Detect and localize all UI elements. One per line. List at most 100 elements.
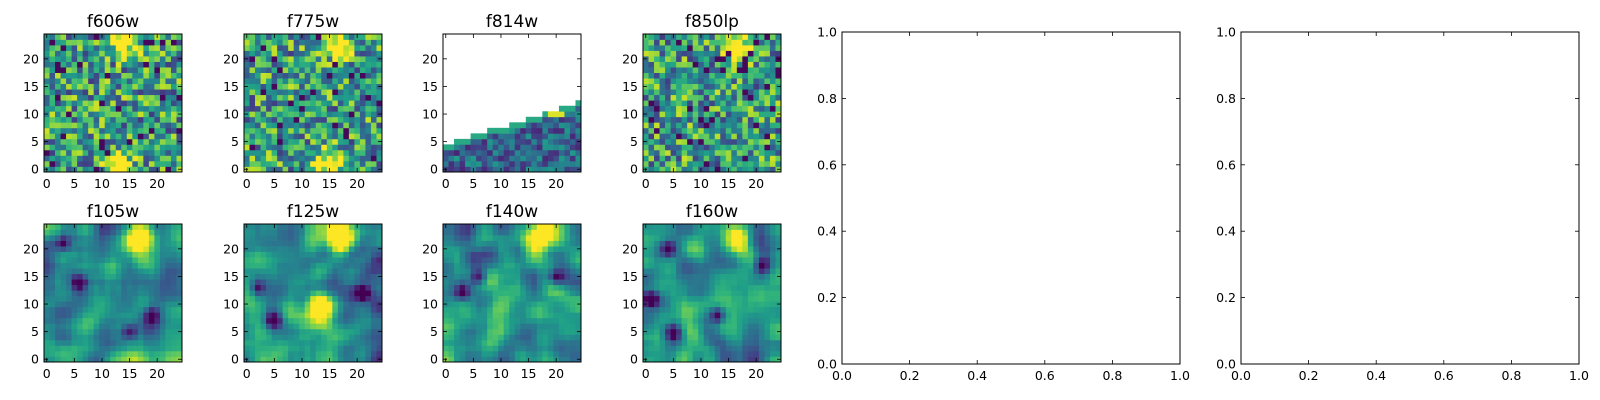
heatmap-cell <box>714 317 721 324</box>
heatmap-cell <box>725 306 732 313</box>
heatmap-cell <box>742 89 749 96</box>
heatmap-cell <box>542 160 549 167</box>
heatmap-cell <box>648 284 655 291</box>
heatmap-cell <box>514 284 521 291</box>
heatmap-cell <box>676 246 682 252</box>
heatmap-cell <box>143 67 150 73</box>
heatmap-cell <box>137 224 144 230</box>
heatmap-cell <box>365 295 372 302</box>
heatmap-cell <box>736 306 743 313</box>
heatmap-cell <box>332 116 339 123</box>
heatmap-cell <box>720 127 727 134</box>
heatmap-cell <box>137 155 144 162</box>
heatmap-cell <box>775 339 782 346</box>
heatmap-cell <box>244 67 250 73</box>
heatmap-cell <box>154 133 161 140</box>
heatmap-cell <box>304 334 311 341</box>
y-tick-label: 0.4 <box>817 224 837 239</box>
heatmap-cell <box>698 39 705 46</box>
heatmap-cell <box>681 240 688 247</box>
heatmap-cell <box>299 246 306 252</box>
heatmap-cell <box>725 39 732 46</box>
heatmap-cell <box>764 39 771 46</box>
heatmap-cell <box>365 72 372 79</box>
heatmap-cell <box>747 100 754 107</box>
heatmap-cell <box>110 334 117 341</box>
heatmap-cell <box>277 290 283 297</box>
heatmap-cell <box>148 67 155 73</box>
heatmap-cell <box>709 105 716 112</box>
heatmap-cell <box>459 251 466 258</box>
heatmap-cell <box>154 89 161 96</box>
heatmap-cell <box>126 111 133 118</box>
heatmap-cell <box>481 356 488 363</box>
heatmap-cell <box>104 328 111 335</box>
heatmap-cell <box>159 306 166 313</box>
heatmap-cell <box>498 160 505 167</box>
heatmap-cell <box>731 268 738 275</box>
heatmap-cell <box>676 235 682 241</box>
heatmap-cell <box>676 339 682 346</box>
heatmap-cell <box>170 356 177 363</box>
heatmap-cell <box>725 235 732 241</box>
heatmap-cell <box>525 312 532 319</box>
heatmap-cell <box>531 290 538 297</box>
heatmap-cell <box>503 246 510 252</box>
heatmap-cell <box>304 257 311 263</box>
heatmap-cell <box>676 149 682 156</box>
heatmap-cell <box>244 268 250 275</box>
heatmap-cell <box>370 155 377 162</box>
heatmap-cell <box>525 229 532 236</box>
heatmap-cell <box>126 67 133 73</box>
heatmap-cell <box>676 268 682 275</box>
heatmap-cell <box>170 61 177 68</box>
heatmap-cell <box>159 105 166 112</box>
heatmap-cell <box>288 127 295 134</box>
x-tick-label: 10 <box>693 366 709 381</box>
heatmap-cell <box>271 345 278 352</box>
heatmap-cell <box>747 116 754 123</box>
heatmap-cell <box>703 105 710 112</box>
heatmap-cell <box>575 160 582 167</box>
heatmap-cell <box>692 83 699 90</box>
heatmap-cell <box>454 229 460 236</box>
heatmap-cell <box>542 334 549 341</box>
heatmap-cell <box>159 356 166 363</box>
heatmap-cell <box>376 334 383 341</box>
heatmap-cell <box>676 94 682 101</box>
heatmap-cell <box>758 312 765 319</box>
heatmap-cell <box>365 50 372 57</box>
heatmap-cell <box>310 328 317 335</box>
heatmap-cell <box>110 295 117 302</box>
heatmap-cell <box>443 279 449 286</box>
heatmap-cell <box>465 160 471 167</box>
heatmap-cell <box>88 166 95 173</box>
heatmap-cell <box>348 328 355 335</box>
heatmap-cell <box>282 149 289 156</box>
heatmap-cell <box>266 160 272 167</box>
heatmap-cell <box>148 39 155 46</box>
heatmap-cell <box>742 94 749 101</box>
heatmap-cell <box>159 138 166 145</box>
heatmap-cell <box>569 240 576 247</box>
heatmap-cell <box>99 45 106 51</box>
heatmap-cell <box>476 301 482 308</box>
heatmap-cell <box>575 251 582 258</box>
heatmap-cell <box>531 323 538 330</box>
heatmap-cell <box>132 251 139 258</box>
heatmap-cell <box>509 334 516 341</box>
heatmap-cell <box>665 122 671 129</box>
heatmap-cell <box>376 34 383 40</box>
heatmap-cell <box>648 345 655 352</box>
heatmap-cell <box>343 133 350 140</box>
axes-frame <box>43 223 183 363</box>
heatmap-cell <box>703 56 710 62</box>
heatmap-cell <box>670 229 677 236</box>
heatmap-cell <box>654 39 660 46</box>
heatmap-cell <box>709 67 716 73</box>
heatmap-cell <box>681 39 688 46</box>
x-tick-label: 15 <box>122 176 138 191</box>
heatmap-cell <box>165 251 172 258</box>
heatmap-cell <box>709 224 716 230</box>
heatmap-cell <box>769 50 776 57</box>
